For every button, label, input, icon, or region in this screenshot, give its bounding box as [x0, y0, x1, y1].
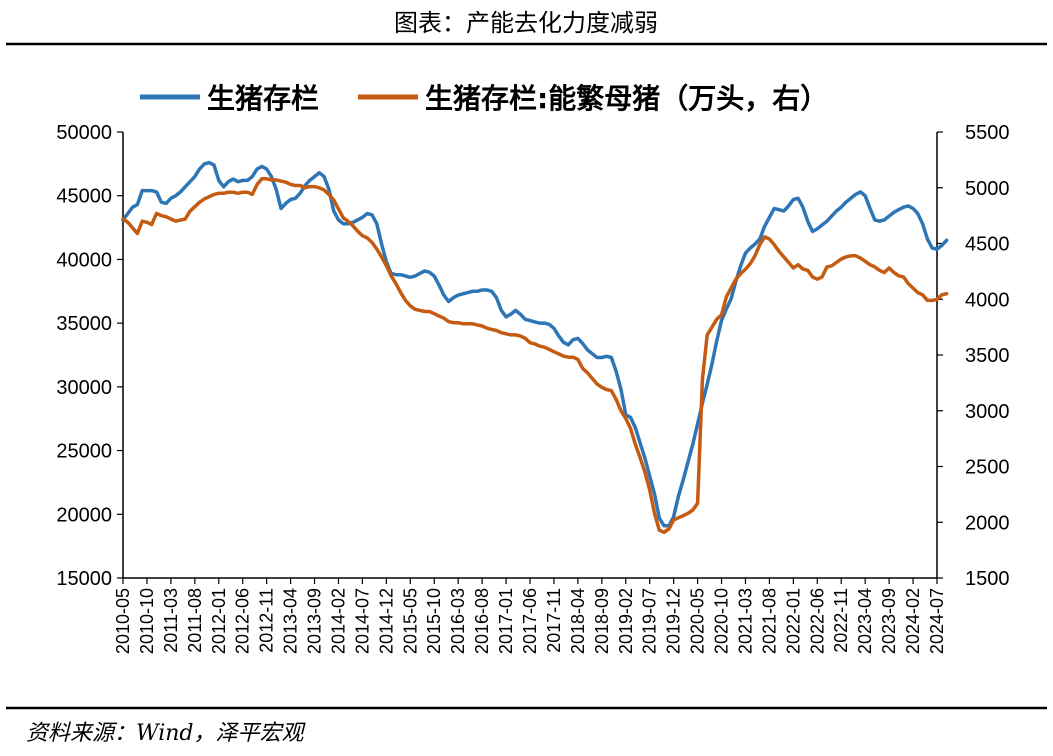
legend: 生猪存栏 生猪存栏:能繁母猪（万头，右） [140, 82, 828, 115]
x-tick-label: 2010-05 [113, 588, 133, 654]
series-line-hog-stock [121, 160, 949, 528]
axes [122, 132, 938, 579]
x-tick-label: 2021-08 [759, 588, 779, 654]
y2-tick-label: 4000 [965, 289, 1010, 311]
x-tick-label: 2022-06 [807, 588, 827, 654]
legend-label-stock: 生猪存栏 [207, 82, 319, 115]
x-tick-label: 2016-08 [472, 588, 492, 654]
x-tick-label: 2012-06 [233, 588, 253, 654]
x-tick-label: 2011-03 [161, 588, 181, 653]
y-tick-label: 25000 [56, 441, 112, 463]
y2-tick-label: 3500 [965, 345, 1010, 367]
y-tick-label: 50000 [56, 122, 112, 144]
x-tick-label: 2018-04 [568, 588, 588, 654]
y2-tick-label: 2000 [965, 512, 1010, 534]
x-tick-label: 2014-07 [352, 588, 372, 654]
y-tick-label: 35000 [56, 313, 112, 335]
x-tick-label: 2023-09 [879, 588, 899, 654]
x-tick-label: 2012-01 [209, 588, 229, 654]
x-tick-label: 2024-07 [927, 588, 947, 654]
x-tick-label: 2015-10 [424, 588, 444, 654]
x-tick-label: 2021-03 [735, 588, 755, 654]
x-tick-label: 2013-04 [281, 588, 301, 654]
x-tick-label: 2017-01 [496, 588, 516, 654]
x-tick-label: 2014-12 [376, 588, 396, 654]
x-tick-label: 2024-02 [903, 588, 923, 654]
x-axis-ticks: 2010-05 2010-10 2011-03 2011-08 2012-01 2012-… [113, 578, 947, 654]
x-tick-label: 2012-11 [257, 588, 277, 653]
y2-tick-label: 5500 [965, 122, 1010, 144]
x-tick-label: 2019-12 [664, 588, 684, 654]
y-tick-label: 45000 [56, 186, 112, 208]
figure-title: 图表：产能去化力度减弱 [394, 9, 658, 37]
x-tick-label: 2020-05 [688, 588, 708, 654]
source-note: 资料来源：Wind，泽平宏观 [26, 721, 307, 746]
x-tick-label: 2014-02 [328, 588, 348, 654]
y-tick-label: 40000 [56, 249, 112, 271]
x-tick-label: 2022-11 [831, 588, 851, 653]
x-tick-label: 2017-06 [520, 588, 540, 654]
y-tick-label: 20000 [56, 504, 112, 526]
x-tick-label: 2010-10 [137, 588, 157, 654]
y2-tick-label: 3000 [965, 401, 1010, 423]
x-tick-label: 2022-01 [783, 588, 803, 654]
x-tick-label: 2016-03 [448, 588, 468, 654]
x-tick-label: 2019-07 [640, 588, 660, 654]
legend-label-sows: 生猪存栏:能繁母猪（万头，右） [425, 82, 828, 115]
y-tick-label: 30000 [56, 377, 112, 399]
y-axis-right-ticks: 5500 5000 4500 4000 3500 3000 2500 2000 1500 [937, 122, 1010, 590]
x-tick-label: 2017-11 [544, 588, 564, 653]
y-tick-label: 15000 [56, 568, 112, 590]
y2-tick-label: 2500 [965, 457, 1010, 479]
series-lines [121, 160, 949, 535]
y2-tick-label: 4500 [965, 234, 1010, 256]
y-axis-left-ticks: 50000 45000 40000 35000 30000 25000 20000 15000 [56, 122, 123, 590]
x-tick-label: 2011-08 [185, 588, 205, 653]
x-tick-label: 2019-02 [616, 588, 636, 654]
x-tick-label: 2020-10 [712, 588, 732, 654]
x-tick-label: 2018-09 [592, 588, 612, 654]
x-tick-label: 2023-04 [855, 588, 875, 654]
y2-tick-label: 5000 [965, 178, 1010, 200]
x-tick-label: 2015-05 [400, 588, 420, 654]
y2-tick-label: 1500 [965, 568, 1010, 590]
x-tick-label: 2013-09 [305, 588, 325, 654]
series-line-breeding-sows [121, 177, 949, 535]
